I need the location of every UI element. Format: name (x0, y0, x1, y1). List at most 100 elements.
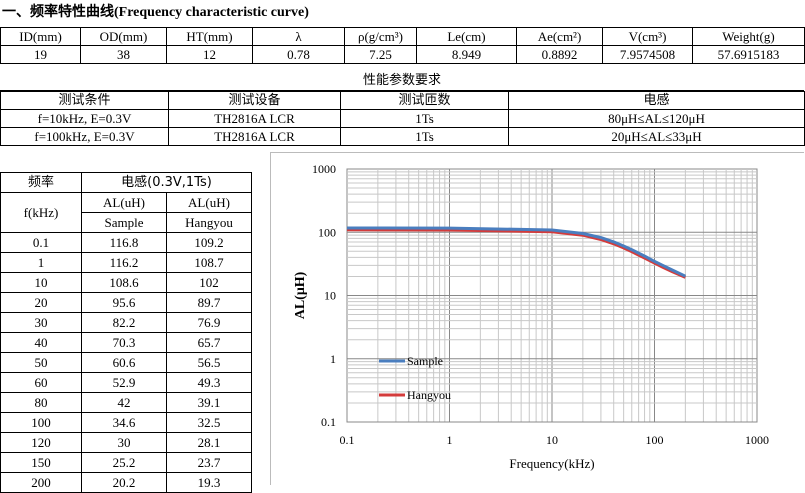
freq-cell: 50 (0, 352, 82, 373)
frequency-chart: 0.1 1 10 100 1000 0.1 1 10 100 1000 Frequency(kHz)… (270, 152, 804, 485)
x-tick-label: 1000 (745, 433, 769, 447)
inductance-table: 频率 电感(0.3V,1Ts) f(kHz) AL(uH) AL(uH) Sam… (0, 172, 252, 493)
req-cell: 1Ts (340, 127, 509, 146)
hangyou-header: Hangyou (166, 212, 252, 233)
sample-cell: 25.2 (81, 452, 167, 473)
freq-cell: 150 (0, 452, 82, 473)
x-axis-label: Frequency(kHz) (509, 456, 594, 471)
inductance-header-row: 频率 电感(0.3V,1Ts) (0, 172, 252, 193)
req-header: 测试匝数 (340, 91, 509, 110)
req-cell: TH2816A LCR (168, 109, 341, 128)
spec-header: OD(mm) (80, 27, 167, 46)
hangyou-cell: 108.7 (166, 252, 252, 273)
spec-value: 12 (166, 45, 253, 64)
table-row: 40 70.3 65.7 (0, 332, 252, 353)
frequency-chart-svg: 0.1 1 10 100 1000 0.1 1 10 100 1000 Frequency(kHz)… (293, 162, 769, 471)
sample-cell: 70.3 (81, 332, 167, 353)
table-row: 30 82.2 76.9 (0, 312, 252, 333)
spec-header: λ (252, 27, 345, 46)
req-header: 电感 (508, 91, 805, 110)
table-row: 0.1 116.8 109.2 (0, 232, 252, 253)
freq-cell: 40 (0, 332, 82, 353)
req-cell: f=100kHz, E=0.3V (0, 127, 169, 146)
freq-cell: 10 (0, 272, 82, 293)
x-tick-label: 1 (447, 433, 453, 447)
sample-cell: 52.9 (81, 372, 167, 393)
freq-header: 频率 (0, 172, 82, 193)
sample-cell: 116.2 (81, 252, 167, 273)
table-row: 200 20.2 19.3 (0, 472, 252, 493)
table-row: 60 52.9 49.3 (0, 372, 252, 393)
req-header: 测试设备 (168, 91, 341, 110)
spec-value: 8.949 (416, 45, 517, 64)
req-cell: f=10kHz, E=0.3V (0, 109, 169, 128)
y-tick-label: 100 (318, 225, 336, 239)
series-line-sample (346, 226, 687, 278)
hangyou-cell: 19.3 (166, 472, 252, 493)
inductance-subheader-row: f(kHz) AL(uH) AL(uH) (0, 192, 252, 233)
hangyou-cell: 23.7 (166, 452, 252, 473)
spec-table: ID(mm) OD(mm) HT(mm) λ ρ(g/cm³) Le(cm) A… (0, 27, 805, 64)
hangyou-cell: 39.1 (166, 392, 252, 413)
sample-cell: 20.2 (81, 472, 167, 493)
table-row: 150 25.2 23.7 (0, 452, 252, 473)
freq-cell: 120 (0, 432, 82, 453)
spec-header-row: ID(mm) OD(mm) HT(mm) λ ρ(g/cm³) Le(cm) A… (0, 27, 805, 46)
spec-value: 0.78 (252, 45, 345, 64)
al-subheader: AL(uH) (81, 192, 167, 213)
spec-header: ρ(g/cm³) (344, 27, 417, 46)
sample-cell: 60.6 (81, 352, 167, 373)
x-tick-label: 100 (646, 433, 664, 447)
requirements-row: f=100kHz, E=0.3V TH2816A LCR 1Ts 20μH≤AL… (0, 127, 805, 146)
hangyou-cell: 28.1 (166, 432, 252, 453)
sample-cell: 42 (81, 392, 167, 413)
freq-cell: 60 (0, 372, 82, 393)
req-cell: 20μH≤AL≤33μH (508, 127, 805, 146)
y-tick-label: 0.1 (321, 415, 336, 429)
sample-header: Sample (81, 212, 167, 233)
table-row: 80 42 39.1 (0, 392, 252, 413)
req-cell: 80μH≤AL≤120μH (508, 109, 805, 128)
requirements-row: f=10kHz, E=0.3V TH2816A LCR 1Ts 80μH≤AL≤… (0, 109, 805, 128)
sample-cell: 34.6 (81, 412, 167, 433)
sample-cell: 82.2 (81, 312, 167, 333)
requirements-table: 测试条件 测试设备 测试匝数 电感 f=10kHz, E=0.3V TH2816… (0, 91, 805, 146)
sample-cell: 108.6 (81, 272, 167, 293)
spec-header: Le(cm) (416, 27, 517, 46)
spec-value: 57.6915183 (692, 45, 805, 64)
freq-cell: 20 (0, 292, 82, 313)
freq-unit-header: f(kHz) (0, 192, 82, 233)
y-tick-label: 1 (330, 352, 336, 366)
freq-cell: 80 (0, 392, 82, 413)
table-row: 50 60.6 56.5 (0, 352, 252, 373)
requirements-title: 性能参数要求 (0, 71, 804, 91)
freq-cell: 30 (0, 312, 82, 333)
hangyou-cell: 49.3 (166, 372, 252, 393)
freq-cell: 1 (0, 252, 82, 273)
spec-value: 19 (0, 45, 81, 64)
table-row: 1 116.2 108.7 (0, 252, 252, 273)
table-row: 10 108.6 102 (0, 272, 252, 293)
hangyou-cell: 32.5 (166, 412, 252, 433)
requirements-header-row: 测试条件 测试设备 测试匝数 电感 (0, 91, 805, 110)
y-axis-label: AL(μH) (293, 271, 308, 319)
sample-cell: 95.6 (81, 292, 167, 313)
hangyou-cell: 56.5 (166, 352, 252, 373)
table-row: 20 95.6 89.7 (0, 292, 252, 313)
legend-label: Sample (407, 354, 443, 368)
spec-value: 7.25 (344, 45, 417, 64)
spec-value: 7.9574508 (602, 45, 693, 64)
req-cell: TH2816A LCR (168, 127, 341, 146)
legend-label: Hangyou (407, 388, 451, 402)
req-cell: 1Ts (340, 109, 509, 128)
spec-value: 38 (80, 45, 167, 64)
y-tick-label: 10 (324, 289, 336, 303)
x-tick-label: 10 (546, 433, 558, 447)
series-line-hangyou (346, 228, 686, 279)
hangyou-cell: 102 (166, 272, 252, 293)
spec-header: V(cm³) (602, 27, 693, 46)
spec-header: ID(mm) (0, 27, 81, 46)
al-subheader: AL(uH) (166, 192, 252, 213)
inductance-header: 电感(0.3V,1Ts) (81, 172, 252, 193)
hangyou-cell: 76.9 (166, 312, 252, 333)
